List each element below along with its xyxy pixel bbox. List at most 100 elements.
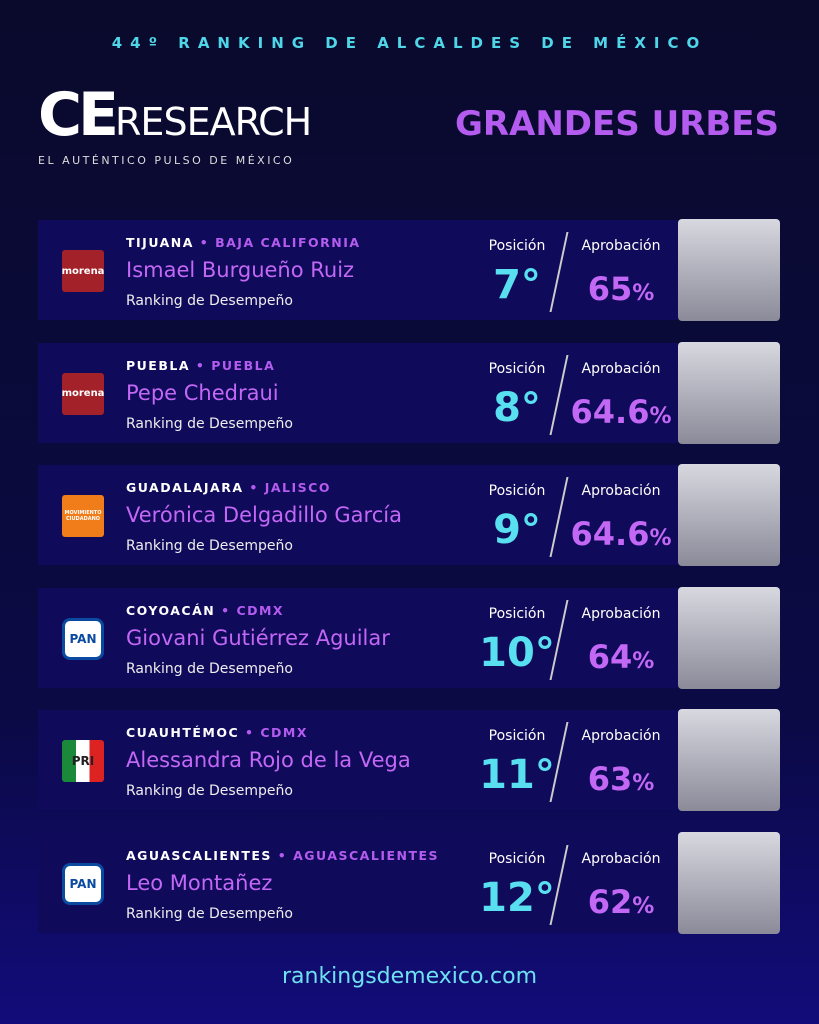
approval-number: 62	[587, 882, 633, 921]
party-logo: morena	[62, 250, 104, 292]
brand: CERESEARCH	[38, 80, 312, 157]
row-card: MOVIMIENTO CIUDADANO GUADALAJARA • JALISC…	[38, 465, 678, 565]
party-logo: PAN	[62, 617, 104, 660]
approval-unit: %	[632, 648, 655, 674]
city-line: COYOACÁN • CDMX	[126, 603, 284, 618]
state: AGUASCALIENTES	[293, 847, 440, 863]
position-number: 11	[479, 752, 535, 798]
approval-value: 63%	[561, 760, 681, 798]
approval-label: Aprobación	[581, 728, 661, 744]
position-unit: °	[534, 752, 555, 798]
city: CUAUHTÉMOC	[126, 725, 240, 740]
state: BAJA CALIFORNIA	[215, 235, 361, 250]
position-value: 7°	[457, 262, 577, 308]
city: AGUASCALIENTES	[126, 847, 272, 863]
subtitle: Ranking de Desempeño	[126, 293, 293, 309]
position-unit: °	[520, 384, 541, 431]
position-number: 9	[493, 507, 521, 553]
approval-label: Aprobación	[581, 483, 661, 499]
photo	[678, 709, 780, 811]
approval-unit: %	[649, 526, 672, 551]
subtitle: Ranking de Desempeño	[126, 538, 293, 554]
position-unit: °	[534, 629, 555, 676]
position-value: 12°	[457, 875, 577, 921]
city-line: CUAUHTÉMOC • CDMX	[126, 725, 308, 740]
approval-label: Aprobación	[581, 605, 661, 622]
city: PUEBLA	[126, 357, 191, 373]
photo	[678, 586, 780, 689]
approval-unit: %	[632, 893, 655, 919]
city: TIJUANA	[126, 235, 194, 250]
separator: •	[215, 602, 237, 618]
approval-number: 64.6	[570, 515, 650, 553]
photo	[678, 341, 780, 444]
separator: •	[193, 235, 216, 250]
row-card: PRI CUAUHTÉMOC • CDMX Alessandra Rojo de l…	[38, 710, 678, 810]
position-label: Posición	[488, 238, 546, 254]
position-unit: °	[520, 507, 541, 553]
position-number: 8	[493, 384, 521, 431]
subtitle: Ranking de Desempeño	[126, 415, 293, 432]
city-line: GUADALAJARA • JALISCO	[126, 480, 331, 495]
tagline: EL AUTÉNTICO PULSO DE MÉXICO	[38, 154, 295, 167]
position-value: 9°	[457, 507, 577, 553]
state: CDMX	[260, 725, 308, 740]
subtitle: Ranking de Desempeño	[126, 905, 293, 922]
separator: •	[190, 357, 212, 373]
approval-number: 65	[587, 270, 633, 308]
row-card: morena TIJUANA • BAJA CALIFORNIA Ismael Bu…	[38, 220, 678, 320]
approval-label: Aprobación	[581, 238, 661, 254]
photo	[678, 219, 780, 321]
mayor-name: Verónica Delgadillo García	[126, 503, 402, 527]
position-label: Posición	[488, 605, 546, 622]
approval-value: 64.6%	[561, 393, 681, 431]
approval-label: Aprobación	[581, 850, 661, 867]
approval-value: 64.6%	[561, 515, 681, 553]
separator: •	[239, 725, 261, 740]
mayor-name: Ismael Burgueño Ruiz	[126, 258, 355, 282]
brand-rest: RESEARCH	[115, 100, 312, 144]
position-number: 12	[479, 874, 535, 921]
subtitle: Ranking de Desempeño	[126, 783, 293, 799]
position-value: 10°	[457, 630, 577, 676]
party-logo: MOVIMIENTO CIUDADANO	[62, 495, 104, 537]
approval-label: Aprobación	[581, 360, 661, 377]
state: CDMX	[236, 602, 285, 618]
approval-number: 64.6	[570, 392, 650, 431]
separator: •	[243, 480, 265, 495]
approval-value: 65%	[561, 270, 681, 308]
approval-number: 63	[587, 760, 633, 798]
mayor-name: Alessandra Rojo de la Vega	[126, 748, 411, 772]
photo	[678, 464, 780, 566]
party-logo: PAN	[62, 862, 104, 905]
row-card: PAN COYOACÁN • CDMX Giovani Gutiérrez Agui…	[38, 587, 681, 688]
state: PUEBLA	[211, 357, 276, 373]
approval-unit: %	[632, 771, 655, 796]
position-label: Posición	[488, 483, 546, 499]
kicker: 44º RANKING DE ALCALDES DE MÉXICO	[111, 34, 708, 52]
separator: •	[271, 847, 294, 863]
row-card: morena PUEBLA • PUEBLA Pepe Chedraui Rankin…	[38, 342, 681, 443]
mayor-name: Pepe Chedraui	[126, 380, 279, 405]
approval-unit: %	[649, 403, 672, 429]
position-value: 11°	[457, 752, 577, 798]
position-unit: °	[520, 262, 541, 308]
position-label: Posición	[488, 850, 546, 867]
position-value: 8°	[457, 385, 577, 431]
city-line: PUEBLA • PUEBLA	[126, 358, 275, 373]
approval-unit: %	[632, 281, 655, 306]
photo	[678, 831, 780, 934]
footer-url[interactable]: rankingsdemexico.com	[281, 964, 538, 989]
approval-value: 64%	[561, 638, 681, 676]
city-line: AGUASCALIENTES • AGUASCALIENTES	[126, 848, 439, 863]
mayor-name: Leo Montañez	[126, 870, 273, 895]
position-number: 7	[493, 262, 521, 308]
subtitle: Ranking de Desempeño	[126, 660, 293, 677]
section-title: GRANDES URBES	[454, 104, 779, 144]
party-logo: PRI	[62, 740, 104, 782]
city: GUADALAJARA	[126, 480, 244, 495]
brand-bold: CE	[38, 80, 119, 150]
position-unit: °	[534, 874, 555, 921]
city: COYOACÁN	[126, 602, 216, 618]
